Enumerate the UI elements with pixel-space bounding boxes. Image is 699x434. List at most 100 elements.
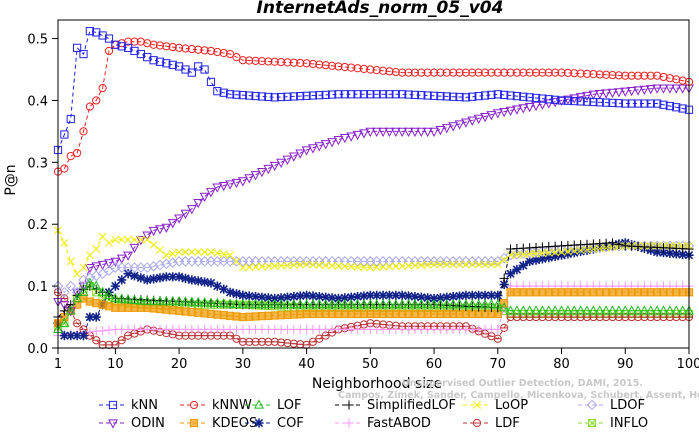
data-point (448, 292, 458, 302)
data-point (244, 299, 255, 309)
data-point (594, 305, 605, 315)
x-tick-label: 30 (235, 357, 252, 372)
data-point (353, 90, 362, 99)
data-point (162, 42, 171, 51)
data-point (538, 68, 547, 77)
data-point (436, 260, 445, 269)
data-point (276, 92, 286, 102)
y-tick-label: 0.4 (27, 94, 48, 109)
data-point (59, 317, 70, 327)
data-point (391, 67, 400, 77)
data-point (480, 91, 490, 100)
data-point (124, 43, 133, 52)
data-point (480, 299, 490, 309)
data-point (365, 290, 375, 300)
data-point (251, 262, 260, 271)
data-point (340, 62, 349, 72)
data-point (653, 71, 662, 80)
data-point (576, 97, 585, 106)
legend-item-loop: LoOP (463, 398, 528, 413)
data-point (194, 45, 203, 54)
data-point (98, 31, 107, 40)
x-tick-label: 50 (362, 357, 379, 372)
data-point (562, 305, 573, 315)
data-point (473, 401, 481, 409)
data-point (187, 68, 196, 77)
data-point (98, 232, 107, 241)
data-point (398, 262, 407, 270)
data-point (206, 278, 216, 288)
data-point (156, 246, 164, 254)
data-point (448, 122, 459, 132)
data-point (511, 105, 522, 115)
data-point (295, 149, 306, 159)
data-point (91, 312, 101, 322)
data-point (346, 292, 356, 302)
data-point (117, 275, 127, 285)
data-point (423, 91, 432, 100)
data-point (614, 71, 623, 80)
data-point (162, 251, 171, 260)
legend-item-knnw: kNNW (180, 398, 252, 413)
data-point (302, 59, 311, 68)
data-point (302, 91, 311, 100)
data-point (79, 263, 88, 272)
data-point (366, 65, 375, 74)
data-point (519, 92, 528, 101)
y-tick-label: 0.1 (27, 280, 48, 295)
data-point (359, 90, 369, 99)
data-point (645, 85, 656, 95)
data-point (123, 294, 134, 304)
legend-label: SimplifiedLOF (367, 398, 456, 413)
data-point (640, 99, 649, 108)
data-point (213, 47, 222, 57)
data-point (161, 258, 172, 270)
data-point (556, 96, 567, 107)
data-point (525, 93, 534, 102)
x-tick-label: 10 (107, 357, 124, 372)
data-point (359, 129, 369, 139)
data-point (60, 238, 69, 247)
data-point (512, 68, 522, 77)
data-point (320, 140, 331, 150)
data-point (518, 104, 529, 114)
data-point (340, 293, 350, 303)
data-point (519, 250, 528, 259)
data-point (506, 68, 515, 77)
data-point (608, 98, 617, 108)
data-point (602, 70, 611, 79)
data-point (607, 238, 618, 248)
data-point (72, 292, 83, 303)
data-point (492, 299, 503, 309)
legend-label: LDF (495, 416, 520, 431)
data-point (493, 260, 502, 269)
data-point (486, 111, 497, 121)
data-point (455, 92, 464, 102)
data-point (110, 292, 121, 303)
data-point (155, 41, 165, 50)
data-point (474, 260, 483, 269)
data-point (505, 305, 516, 315)
data-point (72, 288, 83, 298)
data-point (621, 71, 630, 80)
data-point (232, 257, 241, 266)
data-point (333, 293, 344, 304)
data-point (167, 219, 178, 229)
data-point (136, 37, 145, 46)
data-point (487, 68, 496, 77)
data-point (397, 299, 408, 309)
data-point (486, 299, 497, 309)
data-point (512, 265, 522, 275)
data-point (232, 53, 241, 62)
data-point (595, 244, 604, 253)
data-point (245, 56, 254, 65)
data-point (219, 88, 228, 97)
data-point (334, 90, 343, 99)
data-point (200, 46, 209, 55)
data-point (613, 88, 624, 98)
data-point (175, 62, 184, 71)
data-point (556, 250, 567, 260)
data-point (500, 68, 509, 77)
y-tick-label: 0.0 (27, 342, 48, 357)
data-point (288, 299, 299, 309)
